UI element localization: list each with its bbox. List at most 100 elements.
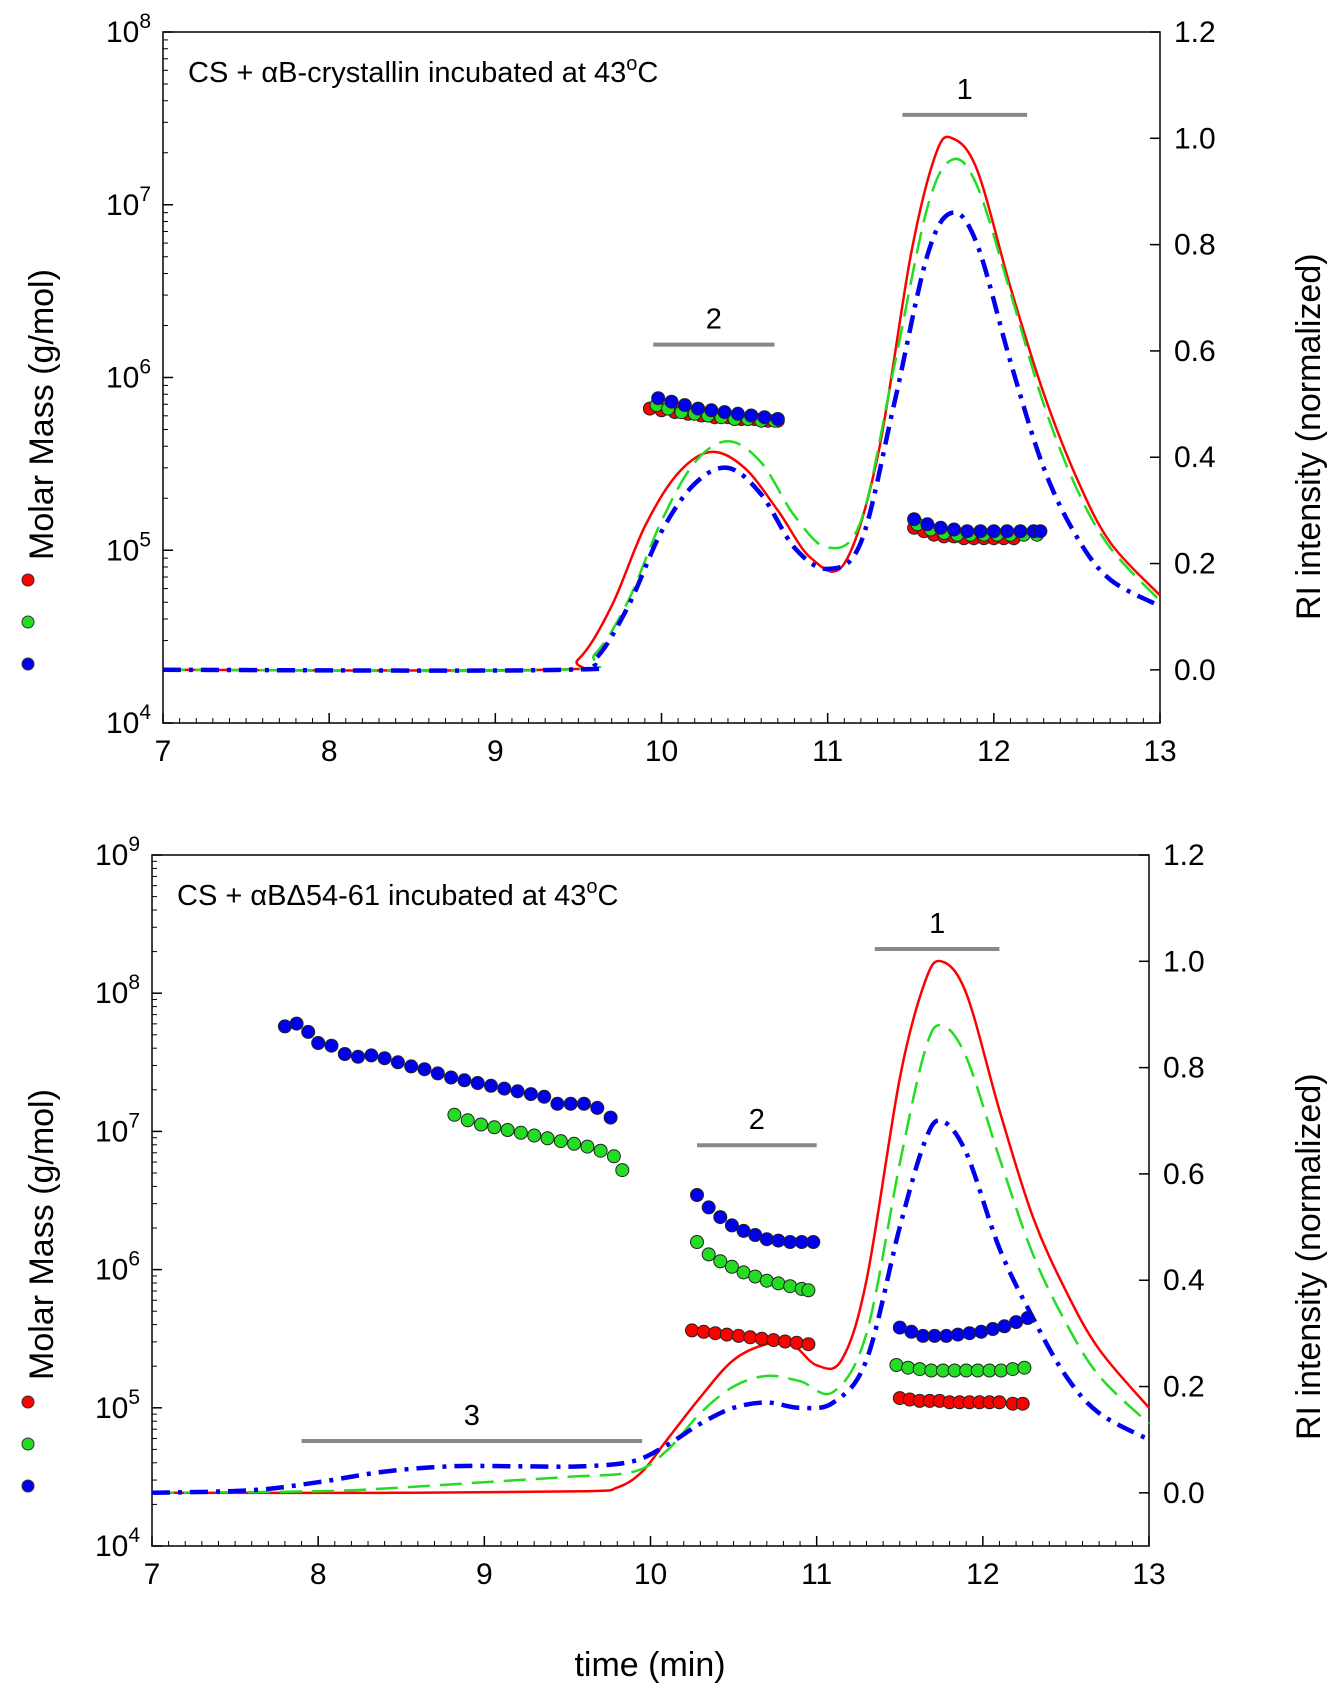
peak-range-label: 1 <box>929 908 945 940</box>
legend-dot-red-bottom <box>21 1395 35 1409</box>
y-right-tick-label: 0.0 <box>1174 654 1216 687</box>
mass-point-green <box>982 1363 997 1378</box>
legend-dot-green-bottom <box>21 1437 35 1451</box>
mass-point-blue <box>1033 524 1048 539</box>
x-tick-label: 11 <box>801 1558 832 1591</box>
y-right-tick-label: 1.0 <box>1174 122 1216 155</box>
mass-point-red <box>696 1324 711 1339</box>
mass-point-blue <box>947 522 961 537</box>
mass-point-green <box>615 1163 630 1178</box>
ri-label-top: RI intensity (normalized) <box>1290 253 1328 620</box>
y-left-tick-label: 105 <box>95 1386 140 1425</box>
mass-point-blue <box>757 410 772 425</box>
ri-curve-green <box>162 157 1161 673</box>
x-tick-label: 8 <box>310 1558 327 1591</box>
mass-point-blue <box>736 1223 751 1238</box>
mass-point-blue <box>664 394 679 409</box>
left-axis-legend: Molar Mass (g/mol) Molar Mass (g/mol) <box>21 269 61 1493</box>
mass-point-blue <box>744 408 759 423</box>
y-right-tick-label: 0.2 <box>1174 548 1216 581</box>
mass-point-green <box>487 1120 502 1135</box>
y-left-tick-label: 105 <box>106 528 151 567</box>
legend-dot-red-top <box>21 573 35 587</box>
y-right-tick-label: 0.6 <box>1174 335 1216 368</box>
molar-mass-label-top: Molar Mass (g/mol) <box>23 269 61 560</box>
mass-point-blue <box>1009 1315 1024 1330</box>
mass-point-blue <box>301 1024 316 1039</box>
mass-point-green <box>513 1125 528 1140</box>
mass-point-blue <box>962 1326 977 1341</box>
ri-curve-green <box>151 1023 1150 1495</box>
mass-point-blue <box>950 1327 965 1342</box>
ri-label-bottom: RI intensity (normalized) <box>1290 1073 1328 1440</box>
mass-point-blue <box>1000 524 1015 539</box>
plot-frame <box>162 31 1161 724</box>
mass-point-blue <box>806 1235 821 1249</box>
mass-point-blue <box>974 1324 989 1339</box>
y-left-tick-label: 108 <box>106 10 151 49</box>
mass-point-blue <box>770 412 785 426</box>
mass-point-green <box>994 1363 1009 1378</box>
mass-point-blue <box>289 1016 304 1031</box>
mass-point-blue <box>510 1084 525 1099</box>
ri-curve-blue <box>151 1118 1151 1496</box>
y-right-tick-label: 0.8 <box>1163 1052 1205 1085</box>
y-right-tick-label: 0.4 <box>1163 1264 1205 1297</box>
mass-point-red <box>731 1328 746 1343</box>
mass-point-blue <box>277 1019 292 1034</box>
chart-top: 7 8 9 10 11 12 131041051061071080.00.20.40.60.… <box>106 10 1216 768</box>
y-right-tick-label: 0.2 <box>1163 1371 1205 1404</box>
mass-point-red <box>789 1335 804 1350</box>
mass-point-green <box>500 1123 515 1137</box>
mass-point-blue <box>577 1096 591 1111</box>
mass-point-green <box>736 1265 751 1280</box>
x-tick-label: 10 <box>645 735 678 768</box>
mass-point-green <box>593 1143 608 1158</box>
mass-point-red <box>992 1395 1007 1410</box>
mass-point-blue <box>563 1096 578 1111</box>
mass-point-green <box>724 1259 739 1274</box>
mass-point-blue <box>337 1047 352 1061</box>
mass-point-green <box>912 1362 927 1377</box>
mass-point-blue <box>677 398 692 413</box>
ri-curve-red <box>162 135 1161 672</box>
mass-point-blue <box>771 1233 786 1248</box>
mass-point-blue <box>704 403 719 418</box>
mass-point-red <box>708 1326 723 1341</box>
mass-point-green <box>901 1360 916 1375</box>
mass-point-blue <box>390 1055 405 1070</box>
mass-point-green <box>567 1136 582 1151</box>
mass-point-green <box>771 1276 786 1291</box>
mass-point-green <box>947 1363 962 1378</box>
ri-curve-red <box>151 959 1150 1495</box>
x-axis-label: time (min) <box>574 1646 725 1684</box>
molar-mass-label-bottom: Molar Mass (g/mol) <box>23 1089 61 1380</box>
x-tick-label: 11 <box>812 735 843 768</box>
y-left-tick-label: 106 <box>95 1248 140 1287</box>
mass-point-red <box>719 1327 734 1342</box>
mass-point-blue <box>892 1320 907 1335</box>
legend-dot-green-top <box>21 615 35 629</box>
y-right-tick-label: 0.8 <box>1174 229 1216 262</box>
peak-range-label: 2 <box>749 1104 765 1136</box>
mass-point-blue <box>916 1328 930 1343</box>
mass-point-green <box>460 1113 475 1128</box>
peak-range-label: 1 <box>957 74 973 106</box>
mass-point-green <box>970 1363 985 1378</box>
mass-point-blue <box>351 1049 365 1064</box>
y-right-tick-label: 0.4 <box>1174 441 1216 474</box>
mass-point-green <box>783 1279 798 1294</box>
mass-point-blue <box>404 1059 419 1074</box>
mass-point-blue <box>497 1081 512 1096</box>
ri-curve-blue <box>162 210 1162 673</box>
mass-point-green <box>527 1128 542 1143</box>
mass-point-green <box>1005 1362 1020 1377</box>
mass-point-blue <box>457 1073 472 1088</box>
mass-point-blue <box>690 1188 704 1202</box>
legend-dot-blue-bottom <box>21 1479 35 1493</box>
mass-point-blue <box>724 1218 739 1233</box>
mass-point-blue <box>377 1051 392 1066</box>
mass-point-blue <box>470 1076 485 1090</box>
mass-point-green <box>759 1273 774 1288</box>
